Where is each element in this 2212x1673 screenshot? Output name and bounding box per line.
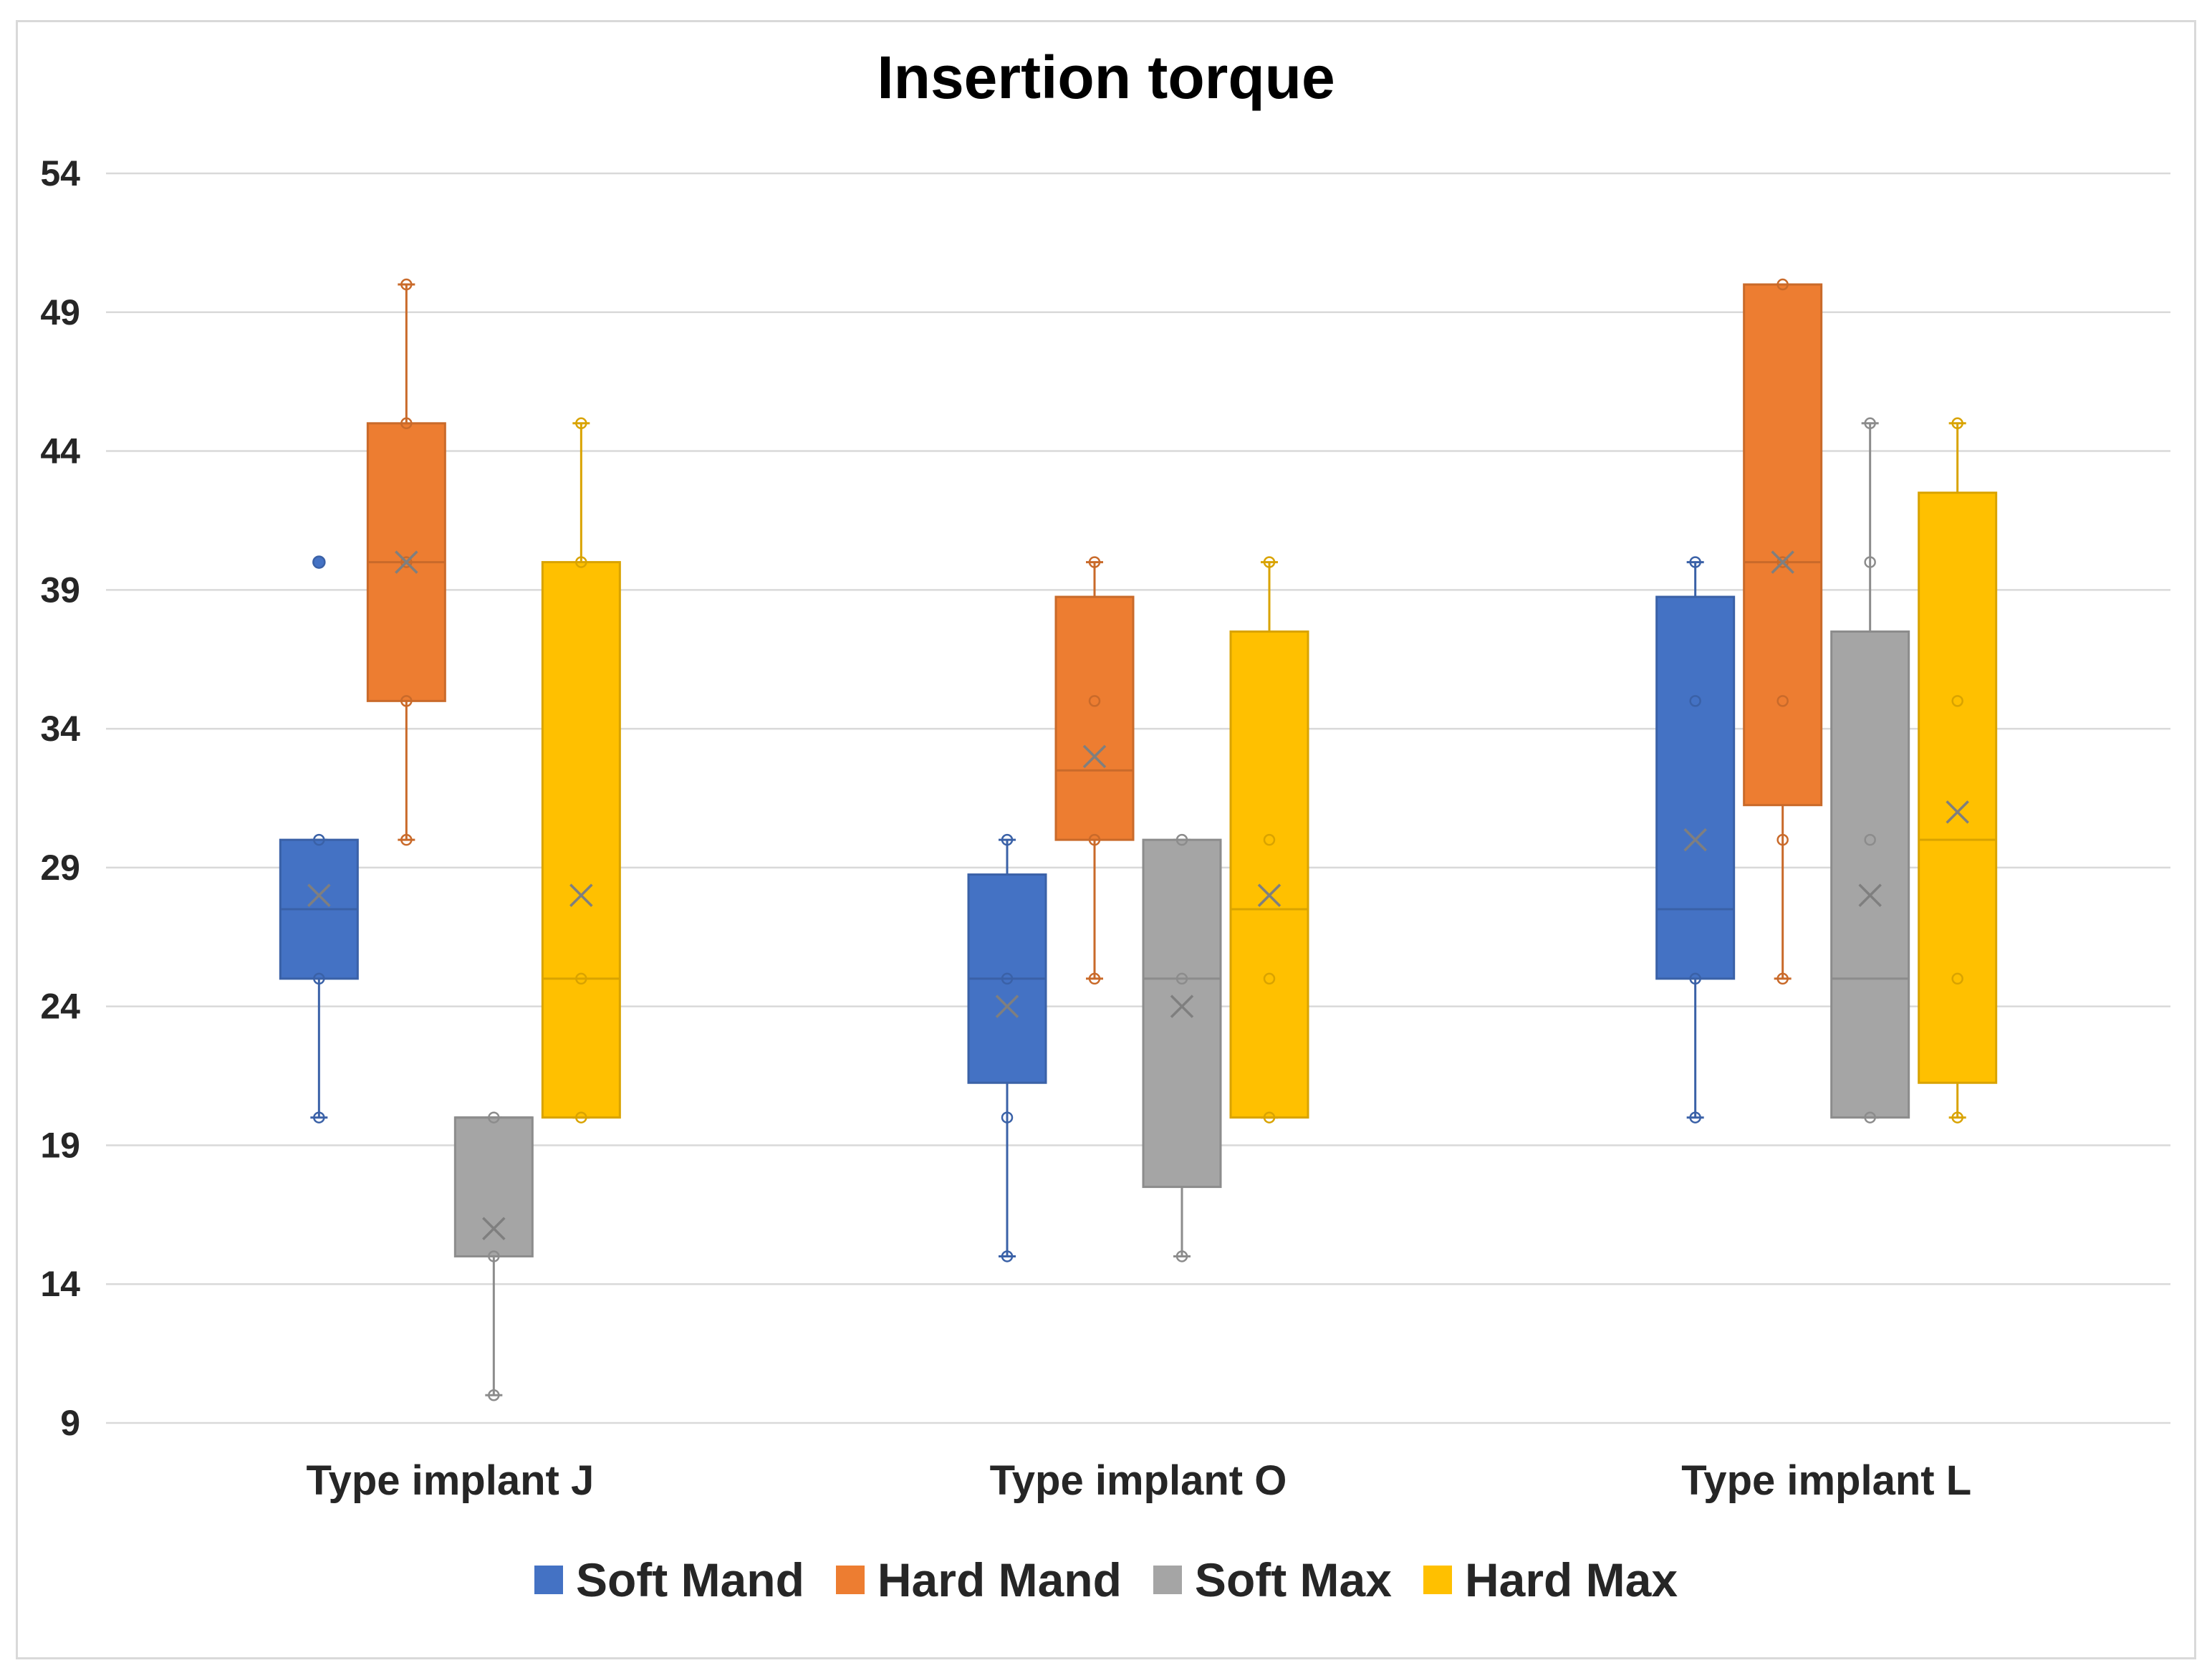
data-point-hard-max-3-3 (1951, 695, 1963, 707)
box-hard-max-1 (541, 561, 621, 1119)
data-point-soft-max-3-2 (1864, 833, 1876, 846)
legend-item-soft-mand: Soft Mand (534, 1553, 804, 1607)
mean-marker-b-soft-max-3 (1858, 883, 1882, 907)
legend-swatch-hard-mand (835, 1566, 865, 1594)
mean-marker-b-soft-mand-1 (307, 883, 331, 907)
mean-marker-b-hard-max-2 (1257, 883, 1281, 907)
mean-marker-b-hard-max-1 (569, 883, 593, 907)
data-point-hard-mand-3-3 (1776, 695, 1789, 707)
data-point-hard-max-3-4 (1951, 417, 1963, 430)
data-point-soft-mand-2-1 (1001, 1250, 1014, 1262)
mean-marker-b-hard-max-3 (1946, 800, 1969, 824)
box-hard-max-2 (1229, 630, 1309, 1119)
data-point-hard-mand-2-3 (1088, 695, 1101, 707)
data-point-hard-mand-1-2 (400, 695, 413, 707)
y-tick-label-19: 19 (40, 1125, 80, 1165)
data-point-soft-mand-1-1 (313, 1111, 325, 1123)
data-point-hard-mand-1-5 (400, 278, 413, 291)
data-point-hard-max-2-1 (1263, 1111, 1276, 1123)
y-tick-label-39: 39 (40, 570, 80, 610)
data-point-soft-mand-1-3 (313, 833, 325, 846)
data-point-soft-max-2-3 (1175, 833, 1188, 846)
box-soft-mand-3 (1655, 595, 1736, 980)
box-soft-max-1 (453, 1116, 534, 1257)
data-point-hard-mand-3-1 (1776, 972, 1789, 985)
data-point-soft-mand-3-1 (1689, 1111, 1701, 1123)
y-tick-label-29: 29 (40, 848, 80, 888)
box-hard-mand-3 (1743, 283, 1823, 807)
data-point-hard-max-2-3 (1263, 833, 1276, 846)
data-point-hard-mand-1-4 (400, 417, 413, 430)
data-point-soft-mand-3-2 (1689, 972, 1701, 985)
chart-title: Insertion torque (877, 44, 1335, 111)
legend-item-hard-max: Hard Max (1423, 1553, 1678, 1607)
data-point-soft-max-1-3 (488, 1111, 500, 1123)
x-tick-label-2: Type implant O (990, 1457, 1287, 1504)
data-point-hard-mand-1-1 (400, 833, 413, 846)
data-point-soft-mand-2-3 (1001, 972, 1014, 985)
legend-swatch-soft-mand (534, 1566, 563, 1594)
data-point-soft-max-2-2 (1175, 972, 1188, 985)
mean-marker-b-soft-max-1 (482, 1217, 506, 1240)
data-point-soft-mand-3-3 (1689, 695, 1701, 707)
y-tick-label-44: 44 (40, 431, 80, 471)
y-tick-label-49: 49 (40, 292, 80, 332)
legend-swatch-soft-max (1153, 1566, 1182, 1594)
data-point-soft-max-3-1 (1864, 1111, 1876, 1123)
data-point-soft-max-1-1 (488, 1389, 500, 1401)
data-point-hard-mand-3-5 (1776, 278, 1789, 291)
data-point-hard-max-1-3 (575, 556, 587, 568)
data-point-soft-mand-3-4 (1689, 556, 1701, 568)
data-point-hard-max-1-2 (575, 972, 587, 985)
y-tick-label-54: 54 (40, 153, 80, 193)
data-point-soft-mand-2-2 (1001, 1111, 1014, 1123)
data-point-hard-mand-2-2 (1088, 833, 1101, 846)
data-point-soft-max-1-2 (488, 1250, 500, 1262)
mean-marker-b-soft-mand-3 (1683, 828, 1707, 852)
data-point-soft-max-3-4 (1864, 417, 1876, 430)
data-point-hard-max-3-1 (1951, 1111, 1963, 1123)
legend-item-hard-mand: Hard Mand (835, 1553, 1122, 1607)
data-point-hard-mand-2-1 (1088, 972, 1101, 985)
y-tick-label-9: 9 (60, 1403, 80, 1443)
y-tick-label-24: 24 (40, 987, 80, 1027)
data-point-hard-max-1-4 (575, 417, 587, 430)
box-soft-max-3 (1830, 630, 1910, 1119)
legend-label-hard-max: Hard Max (1464, 1553, 1678, 1606)
data-point-soft-mand-2-4 (1001, 833, 1014, 846)
mean-marker-b-hard-mand-3 (1771, 550, 1794, 574)
box-hard-mand-2 (1054, 595, 1135, 841)
legend-item-soft-max: Soft Max (1153, 1553, 1392, 1607)
data-point-hard-max-1-1 (575, 1111, 587, 1123)
data-point-soft-max-2-1 (1175, 1250, 1188, 1262)
outlier-point-soft-mand-1-4 (312, 555, 326, 569)
y-tick-label-34: 34 (40, 709, 80, 749)
data-point-hard-mand-3-4 (1776, 556, 1789, 568)
y-tick-label-14: 14 (40, 1264, 80, 1304)
box-soft-max-2 (1142, 838, 1222, 1189)
legend-label-soft-max: Soft Max (1194, 1553, 1392, 1606)
legend-swatch-hard-max (1423, 1566, 1452, 1594)
data-point-hard-max-2-4 (1263, 556, 1276, 568)
legend-label-soft-mand: Soft Mand (575, 1553, 804, 1606)
legend-label-hard-mand: Hard Mand (877, 1553, 1122, 1606)
data-point-soft-max-3-3 (1864, 556, 1876, 568)
mean-marker-b-hard-mand-2 (1082, 744, 1107, 769)
data-point-hard-mand-1-3 (400, 556, 413, 568)
data-point-hard-max-2-2 (1263, 972, 1276, 985)
data-point-hard-max-3-2 (1951, 972, 1963, 985)
box-hard-max-3 (1918, 492, 1998, 1084)
mean-marker-b-soft-max-2 (1170, 994, 1194, 1018)
mean-marker-b-soft-mand-2 (995, 994, 1019, 1018)
chart-legend: Soft Mand Hard Mand Soft Max Hard Max (0, 1548, 2212, 1612)
data-point-soft-mand-1-2 (313, 972, 325, 985)
x-tick-label-3: Type implant L (1681, 1457, 1971, 1504)
data-point-hard-mand-3-2 (1776, 833, 1789, 846)
data-point-hard-mand-2-4 (1088, 556, 1101, 568)
x-tick-label-1: Type implant J (306, 1457, 594, 1504)
mean-marker-b-hard-mand-1 (395, 550, 418, 574)
